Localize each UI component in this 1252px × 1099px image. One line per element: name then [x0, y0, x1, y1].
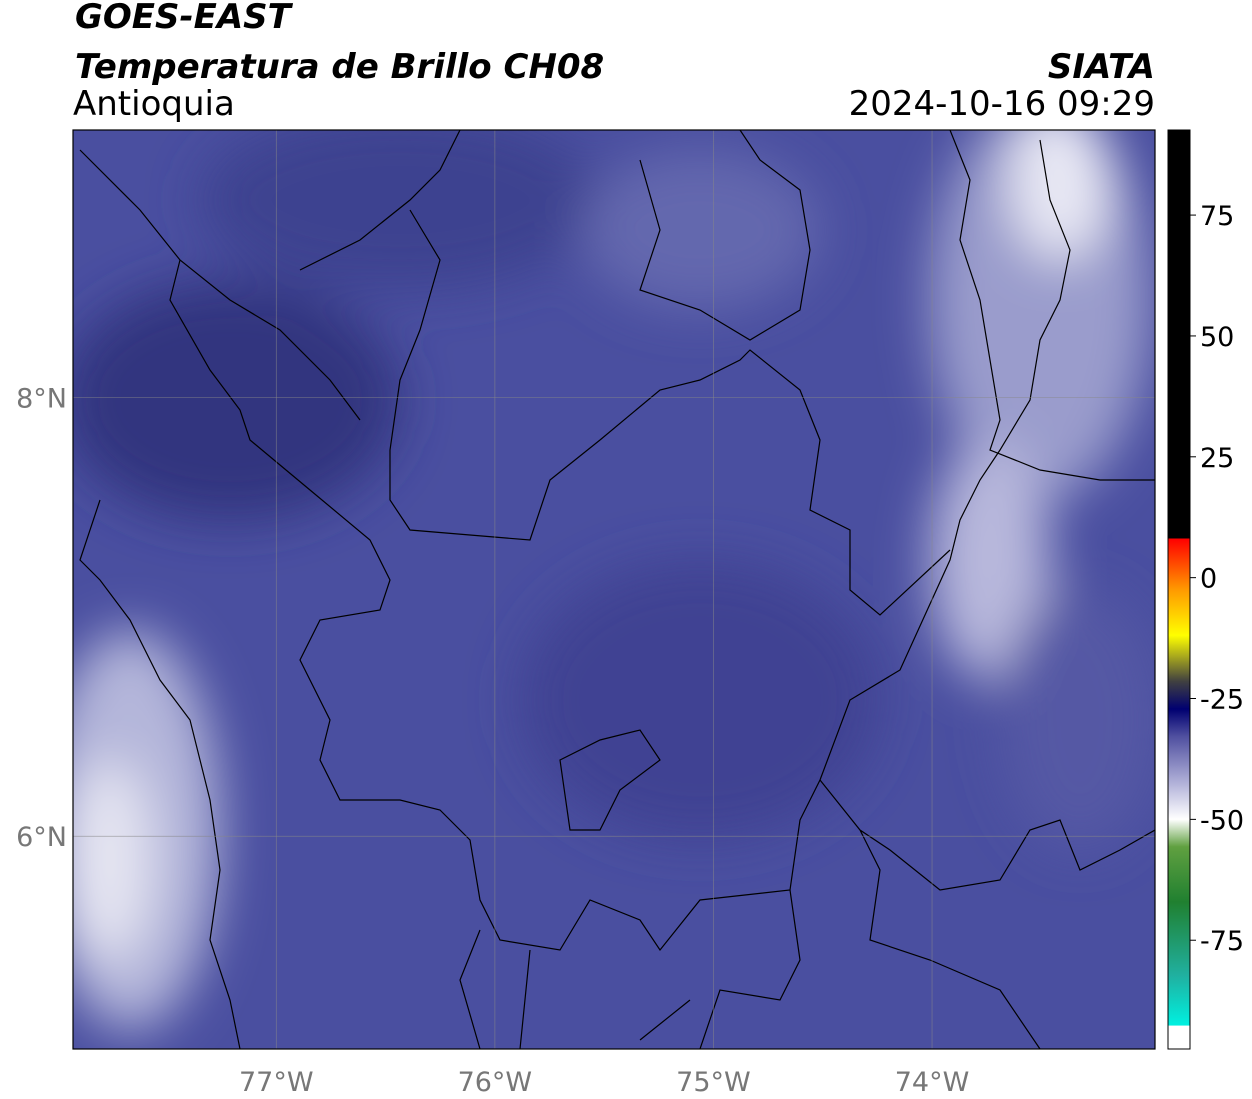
colorbar-tick-label: 50 — [1200, 322, 1234, 353]
boundaries — [79, 130, 1155, 1049]
lat-tick-label: 8°N — [16, 384, 67, 415]
datetime: 2024-10-16 09:29 — [849, 84, 1155, 124]
colorbar-tick-label: 25 — [1200, 443, 1234, 474]
colorbar-ticks: 75 50 25 0 -25 -50 -75 — [1190, 201, 1244, 957]
map-frame — [72, 129, 1156, 1050]
lon-tick-label: 74°W — [895, 1067, 970, 1098]
title: Temperatura de Brillo CH08 — [75, 47, 604, 87]
lon-tick-label: 77°W — [239, 1067, 314, 1098]
colorbar-tick-label: 0 — [1200, 564, 1217, 595]
lon-tick-label: 75°W — [676, 1067, 751, 1098]
colorbar-tick-label: -25 — [1200, 685, 1244, 716]
graticule: 77°W 76°W 75°W 74°W 8°N 6°N — [16, 130, 1155, 1098]
org: SIATA — [1048, 47, 1155, 87]
lat-tick-label: 6°N — [16, 822, 67, 853]
map-field — [73, 130, 1155, 1049]
colorbar-tick-label: 75 — [1200, 201, 1234, 232]
title: GOES-EAST — [75, 0, 294, 37]
colorbar-tick-label: -75 — [1200, 926, 1244, 957]
lon-tick-label: 76°W — [458, 1067, 533, 1098]
colorbar-tick-label: -50 — [1200, 805, 1244, 836]
region: Antioquia — [73, 84, 235, 124]
colorbar — [1167, 129, 1191, 1050]
